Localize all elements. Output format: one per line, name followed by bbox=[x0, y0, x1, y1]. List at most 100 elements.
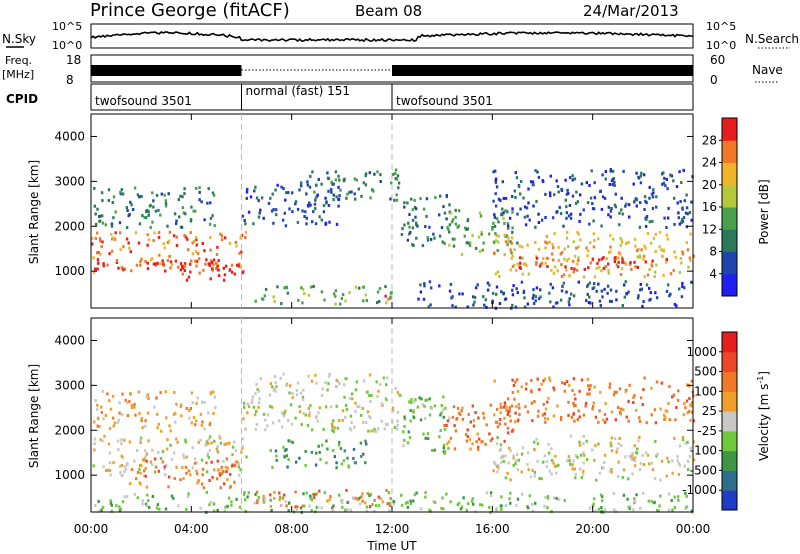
colorbar-swatch bbox=[722, 470, 737, 491]
echo-cell bbox=[638, 435, 641, 439]
echo-cell bbox=[115, 261, 119, 264]
echo-cell bbox=[284, 224, 288, 228]
echo-cell bbox=[676, 495, 680, 499]
echo-cell bbox=[245, 190, 249, 194]
echo-cell bbox=[640, 171, 643, 175]
echo-cell bbox=[535, 256, 539, 260]
echo-cell bbox=[335, 404, 338, 408]
echo-cell bbox=[565, 268, 568, 272]
echo-cell bbox=[200, 458, 204, 462]
echo-cell bbox=[472, 419, 476, 422]
echo-cell bbox=[645, 217, 648, 221]
echo-cell bbox=[260, 196, 264, 200]
echo-cell bbox=[337, 204, 340, 208]
echo-cell bbox=[677, 498, 680, 502]
echo-cell bbox=[256, 388, 259, 392]
echo-cell bbox=[294, 505, 297, 509]
echo-cell bbox=[364, 174, 367, 178]
echo-cell bbox=[450, 220, 454, 224]
echo-cell bbox=[331, 182, 334, 186]
colorbar-swatch bbox=[722, 332, 737, 353]
echo-cell bbox=[133, 492, 137, 496]
echo-cell bbox=[650, 192, 654, 196]
echo-cell bbox=[166, 438, 169, 442]
echo-cell bbox=[186, 237, 189, 241]
echo-cell bbox=[273, 299, 276, 303]
echo-cell bbox=[120, 266, 124, 270]
echo-cell bbox=[428, 397, 431, 401]
echo-cell bbox=[616, 447, 619, 451]
echo-cell bbox=[273, 490, 276, 494]
echo-cell bbox=[622, 493, 626, 497]
echo-cell bbox=[494, 181, 498, 185]
echo-cell bbox=[453, 424, 456, 428]
echo-cell bbox=[664, 260, 668, 264]
echo-cell bbox=[287, 458, 290, 461]
echo-cell bbox=[531, 296, 535, 300]
echo-cell bbox=[502, 459, 506, 463]
echo-cell bbox=[408, 232, 411, 236]
echo-cell bbox=[593, 282, 596, 286]
echo-cell bbox=[275, 213, 278, 217]
echo-cell bbox=[330, 190, 333, 194]
echo-cell bbox=[206, 201, 209, 205]
echo-cell bbox=[583, 453, 586, 457]
echo-cell bbox=[667, 206, 670, 210]
power-ylabel: Slant Range [km] bbox=[27, 160, 41, 264]
echo-cell bbox=[653, 408, 657, 412]
echo-cell bbox=[388, 509, 391, 513]
echo-cell bbox=[314, 198, 317, 202]
echo-cell bbox=[197, 257, 201, 261]
echo-cell bbox=[478, 437, 481, 441]
echo-cell bbox=[335, 378, 338, 382]
echo-cell bbox=[331, 425, 334, 428]
echo-cell bbox=[529, 389, 533, 393]
echo-cell bbox=[335, 222, 339, 226]
echo-cell bbox=[343, 449, 346, 453]
echo-cell bbox=[564, 265, 567, 269]
echo-cell bbox=[262, 412, 266, 416]
echo-cell bbox=[492, 469, 495, 473]
echo-cell bbox=[662, 248, 665, 252]
echo-cell bbox=[506, 222, 510, 226]
echo-cell bbox=[189, 218, 193, 222]
echo-cell bbox=[461, 417, 465, 421]
echo-cell bbox=[386, 376, 389, 380]
echo-cell bbox=[557, 463, 560, 467]
velocity-colorbar-label: Velocity [m s-1] bbox=[756, 371, 771, 461]
echo-cell bbox=[593, 275, 597, 279]
echo-cell bbox=[556, 269, 559, 273]
colorbar-swatch bbox=[722, 184, 737, 208]
echo-cell bbox=[324, 381, 327, 385]
echo-cell bbox=[613, 256, 616, 260]
echo-cell bbox=[98, 237, 102, 241]
echo-cell bbox=[506, 471, 509, 475]
echo-cell bbox=[178, 215, 181, 219]
echo-cell bbox=[690, 404, 693, 408]
echo-cell bbox=[208, 263, 211, 267]
echo-cell bbox=[413, 493, 417, 497]
echo-cell bbox=[373, 509, 376, 513]
echo-cell bbox=[659, 407, 662, 411]
echo-cell bbox=[605, 417, 609, 421]
echo-cell bbox=[419, 418, 423, 422]
echo-cell bbox=[648, 268, 651, 272]
echo-cell bbox=[495, 285, 499, 289]
echo-cell bbox=[642, 257, 645, 261]
freq-label: Freq. bbox=[5, 54, 32, 67]
echo-cell bbox=[184, 465, 188, 469]
echo-cell bbox=[188, 409, 191, 412]
echo-cell bbox=[493, 215, 497, 219]
echo-cell bbox=[365, 509, 369, 513]
echo-cell bbox=[470, 499, 474, 503]
echo-cell bbox=[472, 303, 475, 307]
echo-cell bbox=[426, 238, 430, 242]
echo-cell bbox=[149, 258, 153, 262]
echo-cell bbox=[506, 243, 509, 247]
echo-cell bbox=[585, 299, 588, 302]
echo-cell bbox=[625, 202, 628, 206]
echo-cell bbox=[667, 508, 671, 512]
echo-cell bbox=[491, 300, 494, 303]
echo-cell bbox=[387, 491, 391, 495]
echo-cell bbox=[143, 469, 146, 473]
